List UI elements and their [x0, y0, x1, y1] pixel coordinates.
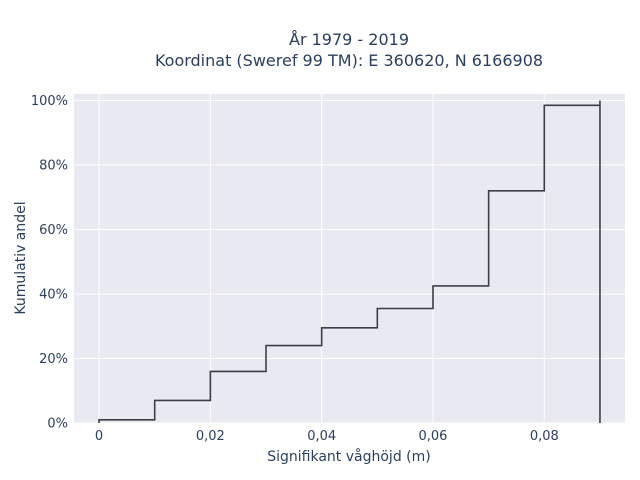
grid — [74, 94, 625, 424]
series-step-line — [98, 100, 601, 423]
chart-title: År 1979 - 2019 — [289, 30, 409, 49]
plot-area — [74, 94, 625, 423]
x-tick-label: 0,02 — [196, 429, 225, 444]
x-axis-label: Signifikant våghöjd (m) — [267, 448, 430, 465]
chart-subtitle: Koordinat (Sweref 99 TM): E 360620, N 61… — [155, 51, 543, 70]
y-tick-label: 100% — [31, 94, 68, 109]
y-tick-label: 80% — [39, 158, 68, 173]
y-tick-label: 40% — [39, 287, 68, 302]
y-tick-label: 0% — [47, 417, 68, 432]
x-tick-label: 0 — [95, 429, 103, 444]
x-tick-label: 0,08 — [530, 429, 559, 444]
x-tick-label: 0,04 — [307, 429, 336, 444]
y-tick-label: 20% — [39, 352, 68, 367]
x-tick-label: 0,06 — [419, 429, 448, 444]
y-axis-label: Kumulativ andel — [13, 201, 29, 314]
y-tick-label: 60% — [39, 223, 68, 238]
y-axis-ticks: 0% 20% 40% 60% 80% 100% — [31, 94, 68, 432]
series-layer — [98, 100, 601, 423]
x-axis-ticks: 0 0,02 0,04 0,06 0,08 — [95, 429, 559, 444]
